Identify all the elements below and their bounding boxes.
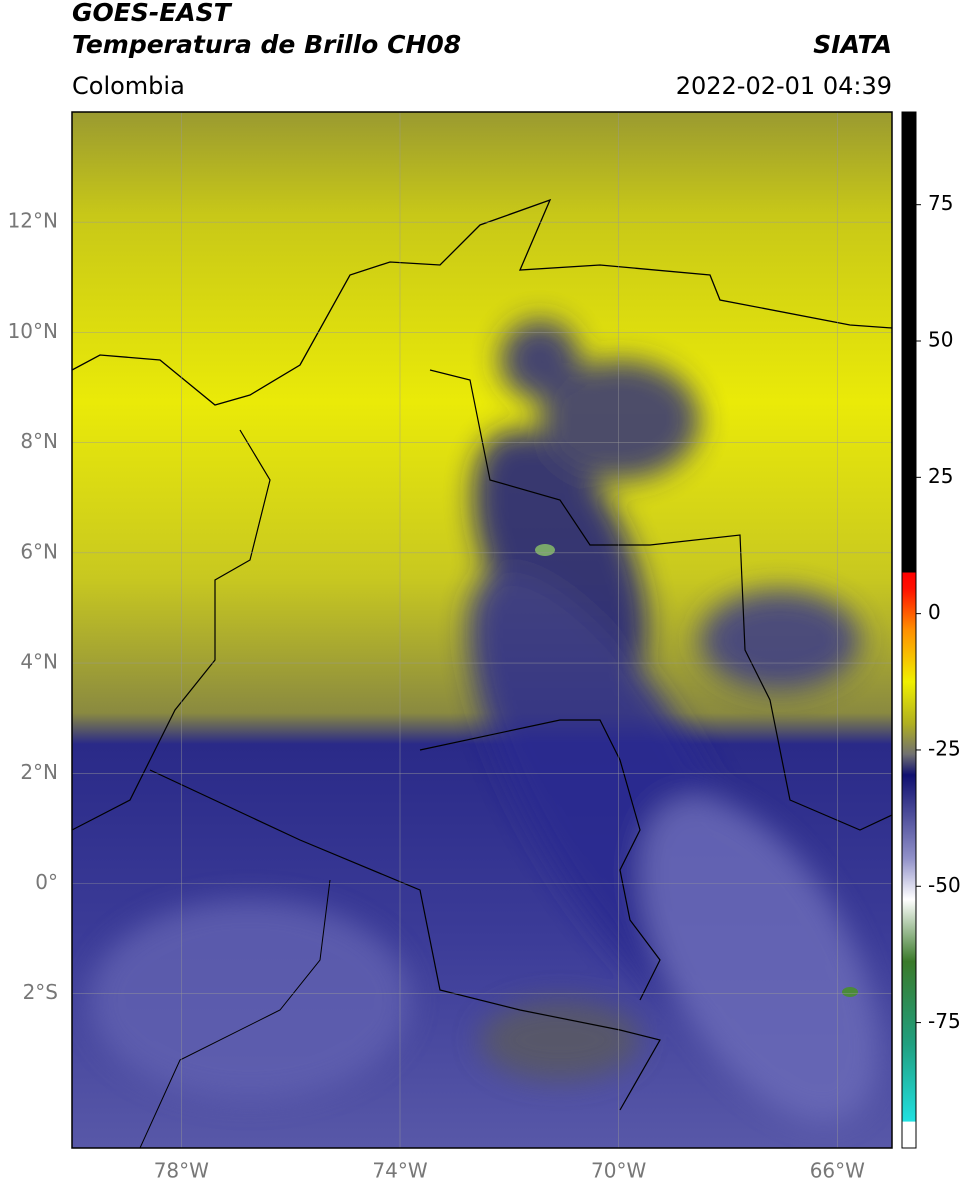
datetime: 2022-02-01 04:39 (676, 72, 892, 100)
colorbar-tick-label: -25 (928, 736, 961, 760)
source: SIATA (813, 30, 892, 59)
region: Colombia (72, 72, 185, 100)
lon-tick-label: 74°W (372, 1159, 427, 1183)
colorbar-tick-label: 50 (928, 328, 953, 352)
colorbar-tick-label: 0 (928, 600, 941, 624)
lon-tick-label: 70°W (591, 1159, 646, 1183)
lat-tick-label: 8°N (20, 429, 58, 453)
lat-tick-label: 6°N (20, 539, 58, 563)
subtitle: Temperatura de Brillo CH08 (72, 30, 461, 59)
lat-tick-label: 0° (35, 870, 58, 894)
lat-tick-label: 12°N (8, 209, 58, 233)
lon-tick-label: 78°W (154, 1159, 209, 1183)
satellite-image (72, 112, 892, 1148)
colorbar-tick-label: 25 (928, 464, 953, 488)
lat-tick-label: 4°N (20, 650, 58, 674)
lat-tick-label: 2°S (23, 980, 58, 1004)
colorbar-tick-label: -75 (928, 1009, 961, 1033)
lat-tick-label: 2°N (20, 760, 58, 784)
lon-tick-label: 66°W (810, 1159, 865, 1183)
title: GOES-EAST (72, 0, 233, 27)
colorbar-tick-label: 75 (928, 191, 953, 215)
lat-tick-label: 10°N (8, 319, 58, 343)
map-frame (71, 111, 893, 1149)
colorbar (901, 111, 917, 1149)
colorbar-tick-label: -50 (928, 873, 961, 897)
